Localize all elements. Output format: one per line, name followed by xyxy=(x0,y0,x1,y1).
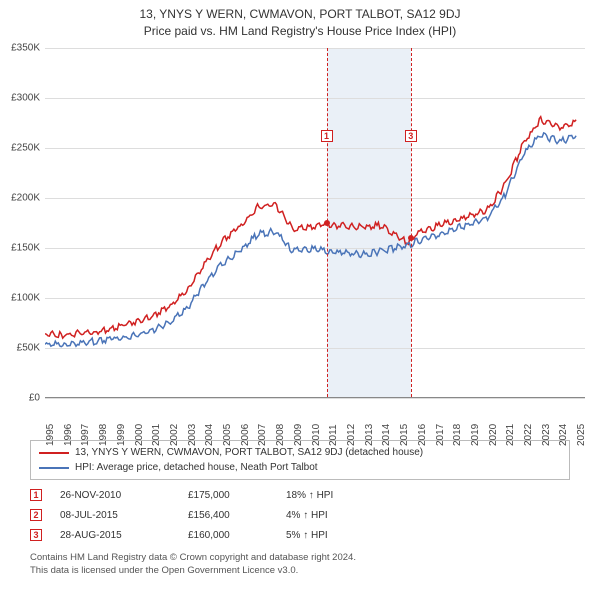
sale-date: 26-NOV-2010 xyxy=(60,490,170,501)
sale-price: £156,400 xyxy=(188,510,268,521)
series-line xyxy=(45,117,576,338)
footer-line: This data is licensed under the Open Gov… xyxy=(30,565,356,578)
sale-date: 28-AUG-2015 xyxy=(60,530,170,541)
sale-row: 2 08-JUL-2015 £156,400 4% ↑ HPI xyxy=(30,505,570,525)
y-tick-label: £100K xyxy=(0,293,40,304)
sale-hpi: 5% ↑ HPI xyxy=(286,530,366,541)
y-tick-label: £300K xyxy=(0,93,40,104)
sale-row: 3 28-AUG-2015 £160,000 5% ↑ HPI xyxy=(30,525,570,545)
sale-dot xyxy=(324,220,330,226)
y-tick-label: £150K xyxy=(0,243,40,254)
sale-index-box: 2 xyxy=(30,509,42,521)
sale-price: £160,000 xyxy=(188,530,268,541)
chart-container: 13, YNYS Y WERN, CWMAVON, PORT TALBOT, S… xyxy=(0,0,600,590)
sale-hpi: 18% ↑ HPI xyxy=(286,490,366,501)
line-svg xyxy=(45,48,585,397)
sale-date: 08-JUL-2015 xyxy=(60,510,170,521)
sales-table: 1 26-NOV-2010 £175,000 18% ↑ HPI 2 08-JUL-201… xyxy=(30,485,570,545)
legend-item: HPI: Average price, detached house, Neat… xyxy=(39,460,561,475)
sale-marker-box: 3 xyxy=(405,130,417,142)
footer-line: Contains HM Land Registry data © Crown c… xyxy=(30,552,356,565)
title-block: 13, YNYS Y WERN, CWMAVON, PORT TALBOT, S… xyxy=(0,0,600,40)
legend-label: 13, YNYS Y WERN, CWMAVON, PORT TALBOT, S… xyxy=(75,445,423,460)
sale-dot xyxy=(408,235,414,241)
series-line xyxy=(45,133,576,347)
y-tick-label: £350K xyxy=(0,43,40,54)
chart-title-address: 13, YNYS Y WERN, CWMAVON, PORT TALBOT, S… xyxy=(0,6,600,23)
y-tick-label: £250K xyxy=(0,143,40,154)
sale-price: £175,000 xyxy=(188,490,268,501)
sale-index-box: 3 xyxy=(30,529,42,541)
sale-index-box: 1 xyxy=(30,489,42,501)
footer: Contains HM Land Registry data © Crown c… xyxy=(30,552,356,578)
x-tick-label: 2025 xyxy=(576,424,587,446)
legend-swatch xyxy=(39,467,69,469)
chart-title-sub: Price paid vs. HM Land Registry's House … xyxy=(0,23,600,40)
y-tick-label: £200K xyxy=(0,193,40,204)
legend-label: HPI: Average price, detached house, Neat… xyxy=(75,460,318,475)
sale-row: 1 26-NOV-2010 £175,000 18% ↑ HPI xyxy=(30,485,570,505)
sale-marker-box: 1 xyxy=(321,130,333,142)
sale-hpi: 4% ↑ HPI xyxy=(286,510,366,521)
legend-swatch xyxy=(39,452,69,454)
y-tick-label: £0 xyxy=(0,393,40,404)
legend: 13, YNYS Y WERN, CWMAVON, PORT TALBOT, S… xyxy=(30,440,570,480)
legend-item: 13, YNYS Y WERN, CWMAVON, PORT TALBOT, S… xyxy=(39,445,561,460)
x-axis-labels: 1995199619971998199920002001200220032004… xyxy=(45,400,585,440)
plot-area: £0£50K£100K£150K£200K£250K£300K£350K13 xyxy=(45,48,585,398)
y-tick-label: £50K xyxy=(0,343,40,354)
